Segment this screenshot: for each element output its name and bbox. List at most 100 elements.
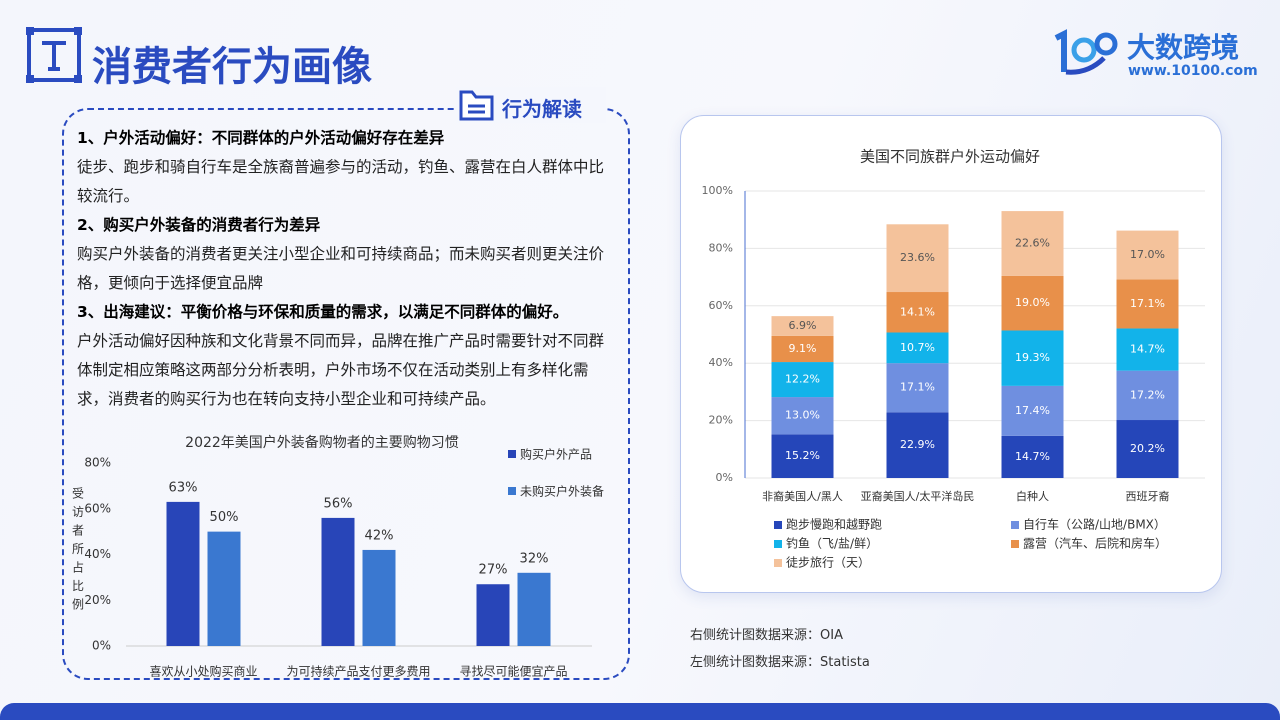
- x-tick-label: 白种人: [1016, 489, 1049, 503]
- bar-segment: [771, 362, 834, 398]
- bar-segment: [1001, 330, 1064, 386]
- bar: [166, 501, 200, 646]
- paragraph-heading: 1、户外活动偏好：不同群体的户外活动偏好存在差异: [77, 129, 445, 147]
- bar: [362, 549, 396, 646]
- legend-swatch: [508, 450, 516, 458]
- x-tick-label: 寻找尽可能便宜产品: [459, 664, 567, 679]
- bar-segment: [771, 434, 834, 478]
- legend-swatch: [1011, 521, 1019, 529]
- legend-label: 露营（汽车、后院和房车）: [1023, 536, 1167, 551]
- source-note: 右侧统计图数据来源：OIA: [690, 628, 843, 643]
- value-label: 15.2%: [785, 449, 820, 462]
- value-label: 22.9%: [900, 438, 935, 451]
- value-label: 9.1%: [789, 342, 817, 355]
- bar-segment: [886, 292, 949, 333]
- value-label: 42%: [365, 528, 394, 543]
- title-icon: [26, 27, 82, 83]
- y-axis-label-char: 占: [72, 560, 84, 575]
- value-label: 10.7%: [900, 341, 935, 354]
- legend-swatch: [1011, 540, 1019, 548]
- bar-segment: [1116, 420, 1179, 478]
- y-tick-label: 40%: [84, 547, 111, 561]
- legend-label: 未购买户外装备: [520, 484, 604, 499]
- bar-segment: [886, 332, 949, 364]
- bar-segment: [1116, 279, 1179, 329]
- legend-label: 徒步旅行（天）: [786, 556, 870, 570]
- paragraph-heading: 3、出海建议：平衡价格与环保和质量的需求，以满足不同群体的偏好。: [77, 303, 569, 321]
- value-label: 17.4%: [1015, 404, 1050, 417]
- bar-segment: [886, 412, 949, 478]
- value-label: 14.7%: [1015, 450, 1050, 463]
- source-note: 左侧统计图数据来源：Statista: [690, 655, 870, 670]
- value-label: 20.2%: [1130, 442, 1165, 455]
- value-label: 12.2%: [785, 373, 820, 386]
- y-tick-label: 60%: [709, 299, 733, 312]
- y-axis-label-char: 所: [72, 542, 84, 556]
- legend-label: 自行车（公路/山地/BMX）: [1023, 517, 1166, 532]
- chart-title: 美国不同族群户外运动偏好: [860, 148, 1040, 166]
- bar: [476, 584, 510, 646]
- value-label: 22.6%: [1015, 237, 1050, 250]
- chart-title: 2022年美国户外装备购物者的主要购物习惯: [185, 434, 459, 451]
- bar-segment: [1116, 230, 1179, 280]
- x-tick-label: 为可持续产品支付更多费用: [286, 664, 430, 679]
- value-label: 23.6%: [900, 251, 935, 264]
- y-tick-label: 40%: [709, 356, 733, 369]
- legend-swatch: [774, 540, 782, 548]
- footer-bar: [0, 703, 1280, 720]
- panel-border: [62, 108, 630, 680]
- y-tick-label: 80%: [84, 456, 111, 470]
- value-label: 17.1%: [1130, 297, 1165, 310]
- logo-url: www.10100.com: [1128, 63, 1258, 79]
- value-label: 6.9%: [789, 319, 817, 332]
- bar: [517, 572, 551, 646]
- y-tick-label: 0%: [92, 639, 111, 653]
- value-label: 17.1%: [900, 381, 935, 394]
- bar-segment: [1001, 435, 1064, 478]
- y-tick-label: 20%: [84, 593, 111, 607]
- y-axis-label-char: 访: [72, 505, 84, 519]
- legend-label: 购买户外产品: [520, 447, 592, 462]
- legend-label: 钓鱼（飞/盐/鲜）: [786, 537, 878, 551]
- value-label: 17.0%: [1130, 248, 1165, 261]
- bar-segment: [886, 224, 949, 293]
- value-label: 14.1%: [900, 305, 935, 318]
- bar-segment: [1116, 328, 1179, 371]
- value-label: 19.3%: [1015, 351, 1050, 364]
- tag-icon: [459, 90, 494, 121]
- paragraph-body: 购买户外装备的消费者更关注小型企业和可持续商品；而未购买者则更关注价格，更倾向于…: [77, 245, 605, 292]
- value-label: 19.0%: [1015, 296, 1050, 309]
- y-axis-label-char: 受: [72, 487, 84, 501]
- tag-text: 行为解读: [502, 97, 582, 121]
- value-label: 50%: [210, 510, 239, 525]
- y-tick-label: 60%: [84, 501, 111, 515]
- logo-name: 大数跨境: [1127, 31, 1240, 64]
- bar-segment: [1001, 275, 1064, 331]
- y-tick-label: 0%: [716, 471, 733, 484]
- y-axis-label-char: 比: [72, 579, 84, 593]
- paragraph-body: 徒步、跑步和骑自行车是全族裔普遍参与的活动，钓鱼、露营在白人群体中比较流行。: [77, 158, 605, 205]
- value-label: 32%: [520, 551, 549, 566]
- bar-segment: [771, 397, 834, 435]
- bar-segment: [886, 363, 949, 413]
- value-label: 17.2%: [1130, 388, 1165, 401]
- paragraph-heading: 2、购买户外装备的消费者行为差异: [77, 216, 321, 234]
- legend-swatch: [774, 521, 782, 529]
- y-axis-label-char: 者: [72, 524, 84, 538]
- value-label: 14.7%: [1130, 343, 1165, 356]
- value-label: 63%: [169, 480, 198, 495]
- value-label: 27%: [479, 563, 508, 578]
- bar-segment: [771, 316, 834, 336]
- value-label: 56%: [324, 496, 353, 511]
- bar-segment: [1001, 385, 1064, 436]
- value-label: 13.0%: [785, 409, 820, 422]
- paragraph-body: 户外活动偏好因种族和文化背景不同而异，品牌在推广产品时需要针对不同群体制定相应策…: [77, 332, 605, 408]
- page-title: 消费者行为画像: [92, 44, 372, 90]
- bar-segment: [1001, 211, 1064, 276]
- bar-segment: [771, 335, 834, 363]
- paragraphs: 1、户外活动偏好：不同群体的户外活动偏好存在差异徒步、跑步和骑自行车是全族裔普遍…: [77, 124, 612, 414]
- x-tick-label: 非裔美国人/黑人: [762, 489, 843, 503]
- x-tick-label: 亚裔美国人/太平洋岛民: [861, 489, 975, 503]
- x-tick-label: 西班牙裔: [1126, 489, 1170, 503]
